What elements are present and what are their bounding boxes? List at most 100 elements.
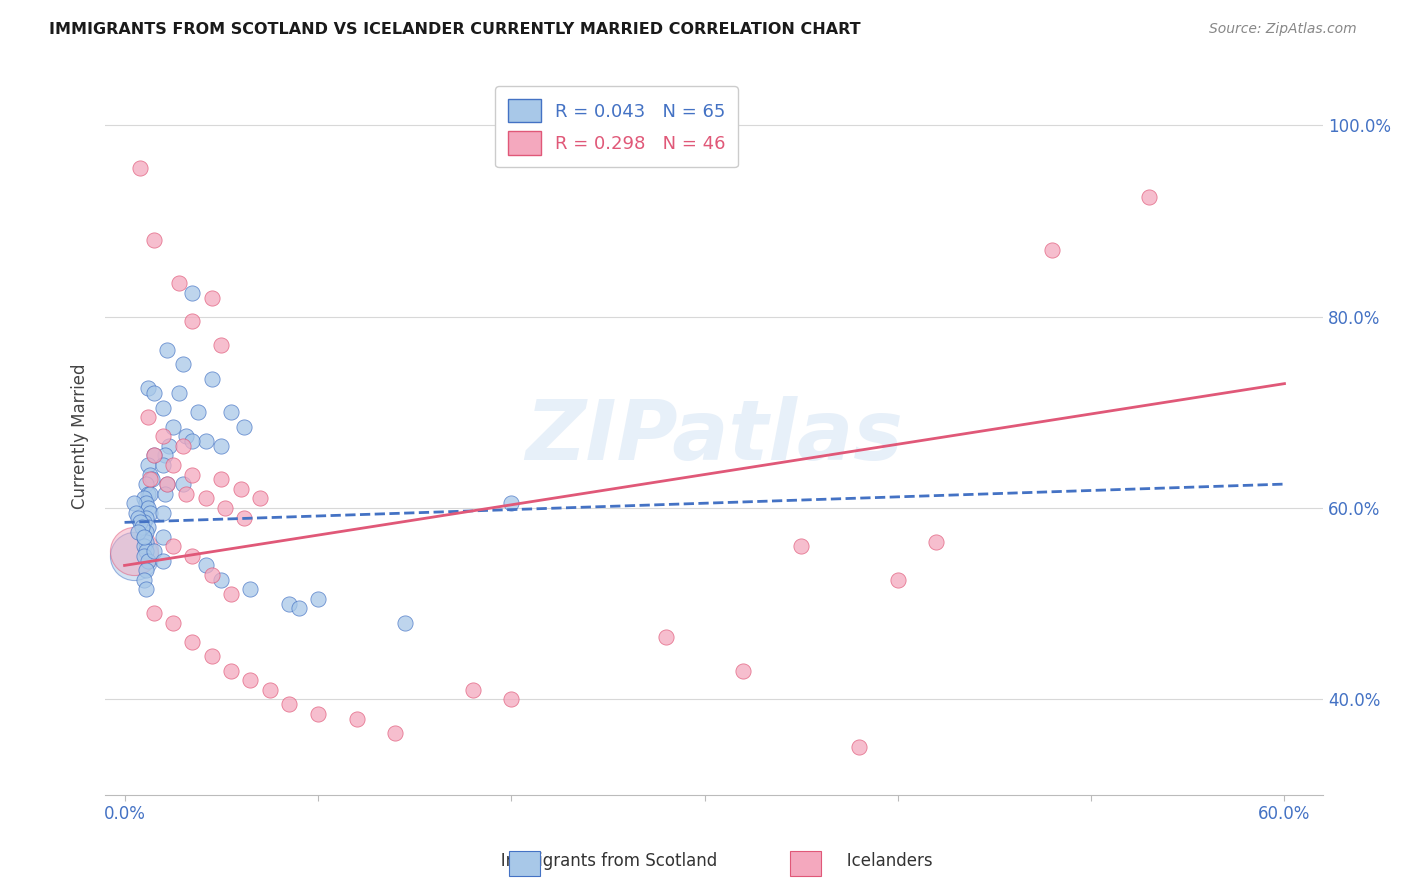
Point xyxy=(127,524,149,539)
Point xyxy=(181,467,204,482)
Point xyxy=(887,573,910,587)
Point xyxy=(233,510,256,524)
Point xyxy=(153,449,176,463)
Point xyxy=(181,434,204,448)
Point xyxy=(1137,190,1160,204)
Point xyxy=(259,682,281,697)
Point xyxy=(187,405,209,419)
Point xyxy=(307,706,329,721)
Point xyxy=(153,486,176,500)
Point xyxy=(156,477,179,491)
Point xyxy=(152,554,174,568)
Point xyxy=(152,458,174,472)
Point xyxy=(142,233,165,247)
Point xyxy=(122,549,145,563)
Point xyxy=(307,591,329,606)
Point xyxy=(214,501,236,516)
Point xyxy=(394,615,416,630)
Point xyxy=(135,534,157,549)
Point xyxy=(152,429,174,443)
Point xyxy=(194,491,217,506)
Point xyxy=(138,467,160,482)
Point xyxy=(162,458,184,472)
Point xyxy=(172,439,194,453)
Point xyxy=(461,682,484,697)
Point xyxy=(655,630,678,644)
Point xyxy=(135,524,157,539)
Point xyxy=(239,673,262,688)
Point xyxy=(200,649,222,664)
Point xyxy=(132,516,155,530)
Point xyxy=(194,558,217,573)
Text: Icelanders: Icelanders xyxy=(810,852,934,870)
Point xyxy=(138,472,160,486)
Point xyxy=(167,386,190,401)
Point xyxy=(125,506,148,520)
Point xyxy=(181,549,204,563)
Point xyxy=(200,568,222,582)
Point xyxy=(152,506,174,520)
Point xyxy=(181,314,204,328)
Point xyxy=(209,338,232,352)
Point xyxy=(209,439,232,453)
Point xyxy=(172,358,194,372)
Point xyxy=(135,563,157,577)
Point xyxy=(131,520,153,534)
Point xyxy=(162,539,184,553)
Point xyxy=(501,692,523,706)
Point xyxy=(176,429,198,443)
Point xyxy=(132,530,155,544)
Point xyxy=(209,573,232,587)
Point xyxy=(287,601,309,615)
Point xyxy=(142,449,165,463)
Point xyxy=(136,381,159,395)
Point xyxy=(141,472,163,486)
Point xyxy=(219,664,242,678)
Point xyxy=(167,276,190,290)
Point xyxy=(156,477,179,491)
Legend: R = 0.043   N = 65, R = 0.298   N = 46: R = 0.043 N = 65, R = 0.298 N = 46 xyxy=(495,87,738,167)
Point xyxy=(194,434,217,448)
Point xyxy=(142,386,165,401)
Point xyxy=(135,510,157,524)
Point xyxy=(136,486,159,500)
Point xyxy=(162,615,184,630)
Point xyxy=(925,534,948,549)
Point xyxy=(136,501,159,516)
Text: IMMIGRANTS FROM SCOTLAND VS ICELANDER CURRENTLY MARRIED CORRELATION CHART: IMMIGRANTS FROM SCOTLAND VS ICELANDER CU… xyxy=(49,22,860,37)
Text: Immigrants from Scotland: Immigrants from Scotland xyxy=(464,852,717,870)
Point xyxy=(136,410,159,425)
Point xyxy=(135,496,157,510)
Point xyxy=(172,477,194,491)
Point xyxy=(152,530,174,544)
Point xyxy=(129,516,152,530)
Point xyxy=(733,664,755,678)
Point xyxy=(200,291,222,305)
Point xyxy=(209,472,232,486)
Point xyxy=(132,530,155,544)
Point xyxy=(132,539,155,553)
Point xyxy=(181,285,204,300)
Point xyxy=(346,712,368,726)
Point xyxy=(132,549,155,563)
Point xyxy=(501,496,523,510)
Point xyxy=(219,587,242,601)
Point xyxy=(249,491,271,506)
Point xyxy=(1042,243,1064,257)
Point xyxy=(181,635,204,649)
Point xyxy=(142,449,165,463)
Point xyxy=(277,697,299,711)
Point xyxy=(136,554,159,568)
Point xyxy=(162,419,184,434)
Point xyxy=(157,439,180,453)
Point xyxy=(142,607,165,621)
Point xyxy=(152,401,174,415)
Point xyxy=(129,161,152,176)
Point xyxy=(219,405,242,419)
Y-axis label: Currently Married: Currently Married xyxy=(72,364,89,509)
Point xyxy=(135,477,157,491)
Point xyxy=(239,582,262,597)
Point xyxy=(132,491,155,506)
Point xyxy=(122,496,145,510)
Point xyxy=(233,419,256,434)
